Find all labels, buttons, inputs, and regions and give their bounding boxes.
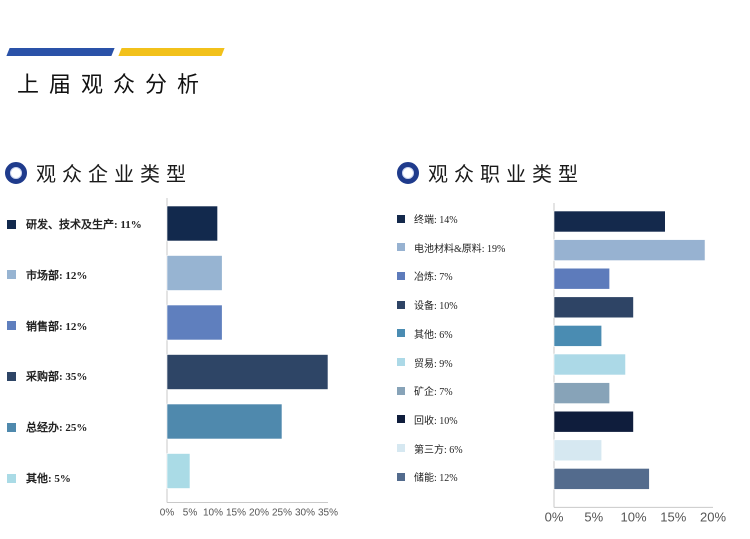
legend-item: 矿企: 7%	[397, 383, 453, 398]
bar-2	[166, 304, 223, 341]
page-title: 上届观众分析	[17, 73, 210, 98]
x-tick-label: 5%	[584, 509, 603, 524]
bar-4	[553, 325, 603, 347]
bar-1	[166, 255, 223, 291]
bar-6	[553, 382, 610, 404]
legend-item: 回收: 10%	[397, 412, 458, 427]
legend-label: 设备: 10%	[414, 301, 458, 313]
legend-swatch	[397, 386, 405, 395]
bar-0	[553, 210, 666, 233]
legend-item: 电池材料&原料: 19%	[397, 240, 505, 255]
legend-item: 采购部: 35%	[7, 368, 87, 384]
legend-swatch	[7, 321, 16, 331]
enterprise-type-header: 观众企业类型	[5, 158, 192, 187]
header-accent-stripe-blue	[6, 48, 115, 56]
x-tick-label: 30%	[295, 508, 315, 519]
legend-label: 回收: 10%	[414, 415, 458, 427]
x-tick-label: 0%	[160, 508, 175, 519]
legend-item: 冶炼: 7%	[397, 268, 453, 283]
legend-label: 总经办: 25%	[26, 422, 88, 435]
ring-bullet-icon	[397, 161, 419, 184]
legend-item: 市场部: 12%	[7, 267, 87, 283]
legend-swatch	[7, 219, 16, 229]
legend-label: 电池材料&原料: 19%	[414, 243, 506, 255]
bar-0	[166, 205, 218, 242]
legend-swatch	[397, 329, 405, 338]
legend-label: 其他: 5%	[26, 473, 71, 485]
legend-swatch	[397, 214, 405, 223]
enterprise-type-bar-chart: 0% 5% 10% 15% 20% 25% 30% 35%	[160, 198, 338, 519]
header-accent-stripe-yellow	[118, 48, 225, 56]
bar-1	[553, 239, 706, 261]
legend-swatch	[397, 472, 405, 481]
legend-item: 设备: 10%	[397, 297, 458, 312]
legend-label: 市场部: 12%	[26, 269, 88, 282]
x-tick-label: 10%	[203, 508, 223, 519]
legend-item: 贸易: 9%	[397, 355, 453, 370]
bar-5	[553, 353, 626, 376]
legend-item: 终端: 14%	[397, 211, 458, 226]
legend-label: 其他: 6%	[414, 329, 453, 341]
bar-9	[553, 468, 650, 490]
bar-5	[166, 453, 191, 489]
legend-item: 储能: 12%	[397, 469, 458, 484]
x-tick-label: 25%	[272, 508, 292, 519]
legend-label: 采购部: 35%	[26, 371, 88, 384]
x-tick-label: 5%	[183, 508, 198, 519]
legend-label: 贸易: 9%	[414, 358, 453, 370]
bar-2	[553, 267, 610, 290]
x-tick-label: 20%	[700, 509, 726, 524]
x-tick-label: 35%	[318, 508, 338, 519]
legend-swatch	[397, 444, 405, 453]
bar-4	[166, 403, 283, 440]
legend-swatch	[397, 243, 405, 252]
legend-swatch	[397, 271, 405, 280]
occupation-type-header: 观众职业类型	[397, 158, 584, 187]
legend-label: 冶炼: 7%	[414, 272, 453, 284]
x-tick-label: 15%	[226, 508, 246, 519]
x-tick-label: 10%	[620, 509, 646, 524]
legend-item: 销售部: 12%	[7, 318, 87, 334]
legend-swatch	[7, 473, 16, 483]
legend-label: 终端: 14%	[414, 215, 458, 226]
x-tick-label: 20%	[249, 508, 269, 519]
legend-item: 其他: 5%	[7, 470, 71, 486]
occupation-type-title: 观众职业类型	[428, 162, 584, 186]
legend-label: 第三方: 6%	[414, 444, 463, 456]
legend-item: 总经办: 25%	[7, 419, 87, 435]
bar-3	[166, 354, 329, 390]
ring-bullet-icon	[5, 161, 27, 184]
legend-swatch	[7, 371, 16, 381]
legend-label: 储能: 12%	[414, 473, 458, 485]
legend-swatch	[397, 415, 405, 424]
enterprise-type-title: 观众企业类型	[36, 162, 192, 186]
x-tick-label: 15%	[660, 509, 686, 524]
legend-swatch	[7, 422, 16, 432]
legend-item: 其他: 6%	[397, 326, 453, 341]
occupation-type-bar-chart: 0% 5% 10% 15% 20%	[545, 203, 726, 524]
bar-3	[553, 296, 634, 319]
legend-label: 研发、技术及生产: 11%	[26, 219, 142, 231]
legend-item: 研发、技术及生产: 11%	[7, 216, 142, 232]
legend-swatch	[397, 300, 405, 309]
x-tick-label: 0%	[545, 509, 564, 524]
legend-swatch	[397, 358, 405, 366]
bar-7	[553, 410, 634, 433]
bar-8	[553, 439, 603, 462]
legend-swatch	[7, 270, 16, 280]
legend-label: 销售部: 12%	[26, 320, 88, 333]
legend-label: 矿企: 7%	[414, 387, 453, 399]
legend-item: 第三方: 6%	[397, 441, 463, 456]
